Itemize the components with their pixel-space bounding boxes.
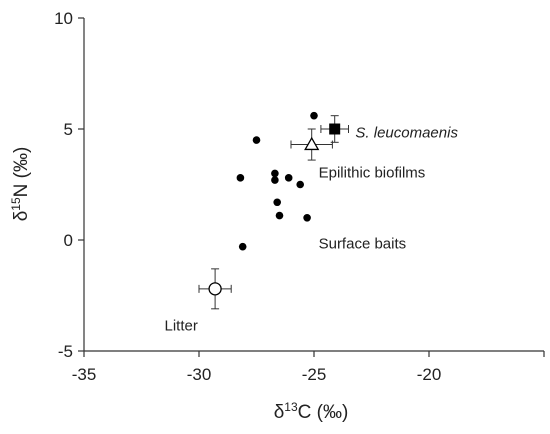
data-point xyxy=(273,198,282,207)
y-axis-label: δ15N (‰) xyxy=(9,147,32,222)
x-tick-label: -35 xyxy=(72,365,97,384)
data-point-triangle xyxy=(304,136,320,151)
x-tick-label: -25 xyxy=(302,365,327,384)
y-tick-label: 10 xyxy=(54,9,73,28)
axes xyxy=(83,18,544,352)
data-point xyxy=(252,136,261,144)
y-tick-label: -5 xyxy=(58,342,73,361)
annotation-label: Epilithic biofilms xyxy=(319,164,426,181)
data-point xyxy=(275,211,284,220)
annotation-label: Litter xyxy=(165,317,198,334)
data-point xyxy=(310,111,318,120)
data-point xyxy=(271,176,279,184)
data-point-open-circle xyxy=(208,282,222,296)
y-tick-label: 5 xyxy=(64,120,73,139)
error-bars xyxy=(198,115,349,310)
x-tick-label: -30 xyxy=(187,365,212,384)
data-point xyxy=(284,174,293,182)
data-point xyxy=(303,214,311,222)
annotation-label: S. leucomaenis xyxy=(355,124,458,141)
data-point xyxy=(238,242,247,251)
annotations: S. leucomaenis Epilithic biofilms Surface … xyxy=(165,124,459,334)
data-point xyxy=(236,174,245,182)
x-tick-label: -20 xyxy=(417,365,442,384)
data-points xyxy=(208,111,341,296)
x-axis-label: δ13C (‰) xyxy=(274,400,349,423)
axis-ticks: -5 0 5 10 -35 -30 -25 -20 xyxy=(54,9,545,384)
annotation-label: Surface baits xyxy=(319,235,407,252)
data-point xyxy=(271,169,279,178)
y-tick-label: 0 xyxy=(64,231,73,250)
data-point-square xyxy=(329,123,341,135)
data-point xyxy=(296,180,305,189)
